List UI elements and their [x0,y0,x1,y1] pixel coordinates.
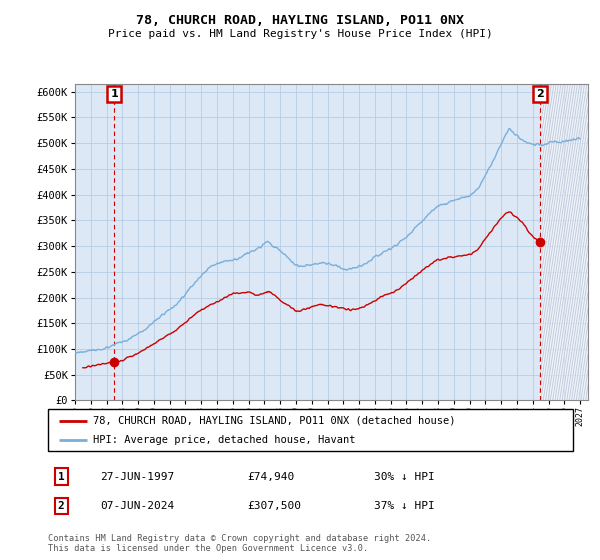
Text: £307,500: £307,500 [248,501,302,511]
Text: HPI: Average price, detached house, Havant: HPI: Average price, detached house, Hava… [92,435,355,445]
Text: 30% ↓ HPI: 30% ↓ HPI [373,472,434,482]
Text: 78, CHURCH ROAD, HAYLING ISLAND, PO11 0NX: 78, CHURCH ROAD, HAYLING ISLAND, PO11 0N… [136,14,464,27]
Text: 27-JUN-1997: 27-JUN-1997 [101,472,175,482]
Text: 1: 1 [110,89,118,99]
Text: 37% ↓ HPI: 37% ↓ HPI [373,501,434,511]
Text: 78, CHURCH ROAD, HAYLING ISLAND, PO11 0NX (detached house): 78, CHURCH ROAD, HAYLING ISLAND, PO11 0N… [92,416,455,426]
Text: 1: 1 [58,472,65,482]
Text: £74,940: £74,940 [248,472,295,482]
Text: 07-JUN-2024: 07-JUN-2024 [101,501,175,511]
Text: 2: 2 [58,501,65,511]
Text: Price paid vs. HM Land Registry's House Price Index (HPI): Price paid vs. HM Land Registry's House … [107,29,493,39]
Text: 2: 2 [536,89,544,99]
Text: Contains HM Land Registry data © Crown copyright and database right 2024.
This d: Contains HM Land Registry data © Crown c… [48,534,431,553]
